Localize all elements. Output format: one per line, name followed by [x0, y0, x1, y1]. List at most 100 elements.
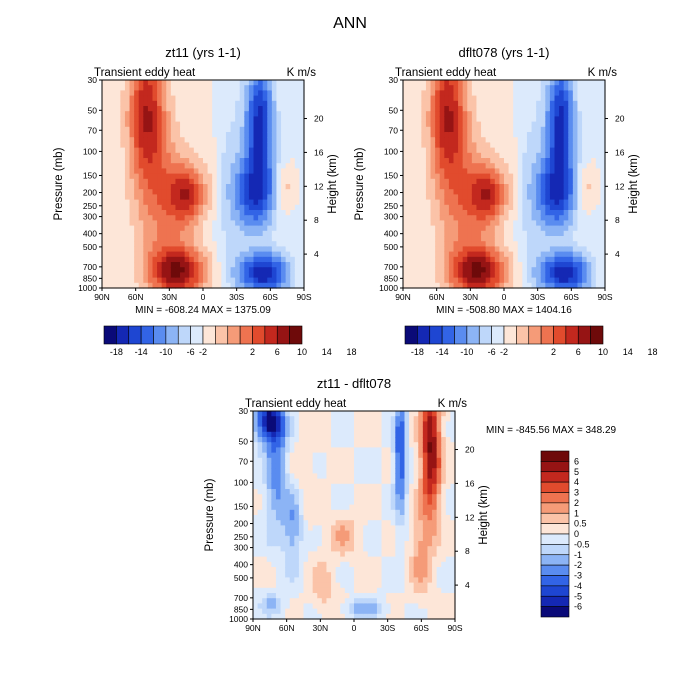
- heatmap-cell: [221, 251, 227, 258]
- heatmap-cell: [235, 152, 241, 159]
- heatmap-cell: [444, 90, 450, 97]
- heatmap-cell: [568, 163, 574, 169]
- heatmap-cell: [289, 499, 295, 506]
- heatmap-cell: [244, 230, 250, 237]
- heatmap-cell: [499, 137, 505, 143]
- heatmap-cell: [367, 411, 373, 417]
- heatmap-cell: [102, 116, 108, 123]
- heatmap-cell: [586, 220, 592, 227]
- heatmap-cell: [430, 204, 436, 211]
- heatmap-cell: [582, 189, 588, 195]
- heatmap-cell: [170, 126, 177, 133]
- heatmap-cell: [326, 499, 332, 506]
- heatmap-cell: [212, 158, 218, 164]
- heatmap-cell: [221, 236, 227, 242]
- heatmap-cell: [120, 236, 126, 242]
- heatmap-cell: [134, 80, 140, 86]
- heatmap-cell: [331, 525, 337, 532]
- heatmap-cell: [572, 241, 579, 247]
- heatmap-cell: [412, 215, 418, 221]
- heatmap-cell: [276, 121, 282, 128]
- heatmap-cell: [595, 210, 602, 216]
- heatmap-cell: [290, 251, 296, 258]
- heatmap-cell: [115, 147, 121, 154]
- heatmap-cell: [275, 473, 282, 480]
- heatmap-cell: [458, 204, 464, 211]
- heatmap-cell: [444, 282, 450, 289]
- heatmap-cell: [421, 142, 427, 149]
- heatmap-cell: [582, 116, 588, 123]
- heatmap-cell: [363, 489, 369, 495]
- heatmap-cell: [340, 541, 346, 547]
- heatmap-cell: [253, 546, 259, 552]
- heatmap-cell: [157, 225, 163, 232]
- heatmap-cell: [276, 178, 282, 185]
- heatmap-cell: [248, 152, 255, 159]
- heatmap-cell: [267, 80, 273, 86]
- heatmap-cell: [425, 152, 432, 159]
- heatmap-cell: [444, 230, 450, 237]
- heatmap-cell: [267, 256, 273, 263]
- heatmap-cell: [485, 142, 491, 149]
- heatmap-cell: [124, 204, 131, 211]
- colorbar-label: -2: [199, 347, 207, 357]
- heatmap-cell: [591, 277, 597, 284]
- heatmap-cell: [294, 189, 301, 195]
- heatmap-cell: [494, 116, 501, 123]
- heatmap-cell: [467, 111, 473, 117]
- heatmap-cell: [170, 277, 177, 284]
- heatmap-cell: [262, 137, 268, 143]
- heatmap-cell: [166, 132, 172, 138]
- heatmap-cell: [262, 556, 268, 563]
- heatmap-cell: [504, 282, 510, 289]
- heatmap-cell: [421, 178, 427, 185]
- heatmap-cell: [559, 106, 565, 112]
- heatmap-cell: [152, 204, 158, 211]
- heatmap-cell: [517, 256, 523, 263]
- heatmap-cell: [111, 277, 117, 284]
- heatmap-cell: [111, 246, 117, 253]
- heatmap-cell: [554, 126, 560, 133]
- heatmap-cell: [253, 577, 259, 584]
- heatmap-cell: [531, 256, 537, 263]
- heatmap-cell: [407, 178, 413, 185]
- heatmap-cell: [298, 551, 305, 558]
- heatmap-cell: [303, 613, 309, 620]
- heatmap-cell: [317, 567, 323, 573]
- heatmap-cell: [106, 163, 112, 169]
- heatmap-cell: [600, 137, 606, 143]
- x-tick-label: 90S: [597, 292, 612, 302]
- heatmap-cell: [102, 262, 108, 268]
- heatmap-cell: [340, 582, 346, 589]
- heatmap-cell: [285, 132, 291, 138]
- heatmap-cell: [281, 236, 287, 242]
- heatmap-cell: [317, 546, 323, 552]
- heatmap-cell: [504, 147, 510, 154]
- heatmap-cell: [430, 111, 436, 117]
- heatmap-cell: [526, 225, 533, 232]
- heatmap-cell: [358, 489, 364, 495]
- heatmap-cell: [563, 95, 569, 102]
- heatmap-cell: [582, 158, 588, 164]
- heatmap-cell: [303, 546, 309, 552]
- heatmap-cell: [326, 546, 332, 552]
- heatmap-cell: [143, 137, 149, 143]
- heatmap-cell: [317, 431, 323, 438]
- heatmap-cell: [248, 199, 255, 206]
- heatmap-cell: [203, 189, 209, 195]
- heatmap-cell: [321, 613, 328, 620]
- heatmap-cell: [138, 194, 144, 201]
- heatmap-cell: [285, 152, 291, 159]
- heatmap-cell: [312, 535, 318, 542]
- heatmap-cell: [358, 567, 364, 573]
- heatmap-cell: [508, 225, 514, 232]
- heatmap-cell: [280, 499, 286, 506]
- heatmap-cell: [303, 489, 309, 495]
- heatmap-cell: [193, 267, 200, 273]
- heatmap-cell: [536, 204, 542, 211]
- heatmap-cell: [462, 236, 468, 242]
- heatmap-cell: [212, 121, 218, 128]
- heatmap-cell: [189, 262, 195, 268]
- heatmap-cell: [462, 152, 468, 159]
- heatmap-cell: [476, 106, 482, 112]
